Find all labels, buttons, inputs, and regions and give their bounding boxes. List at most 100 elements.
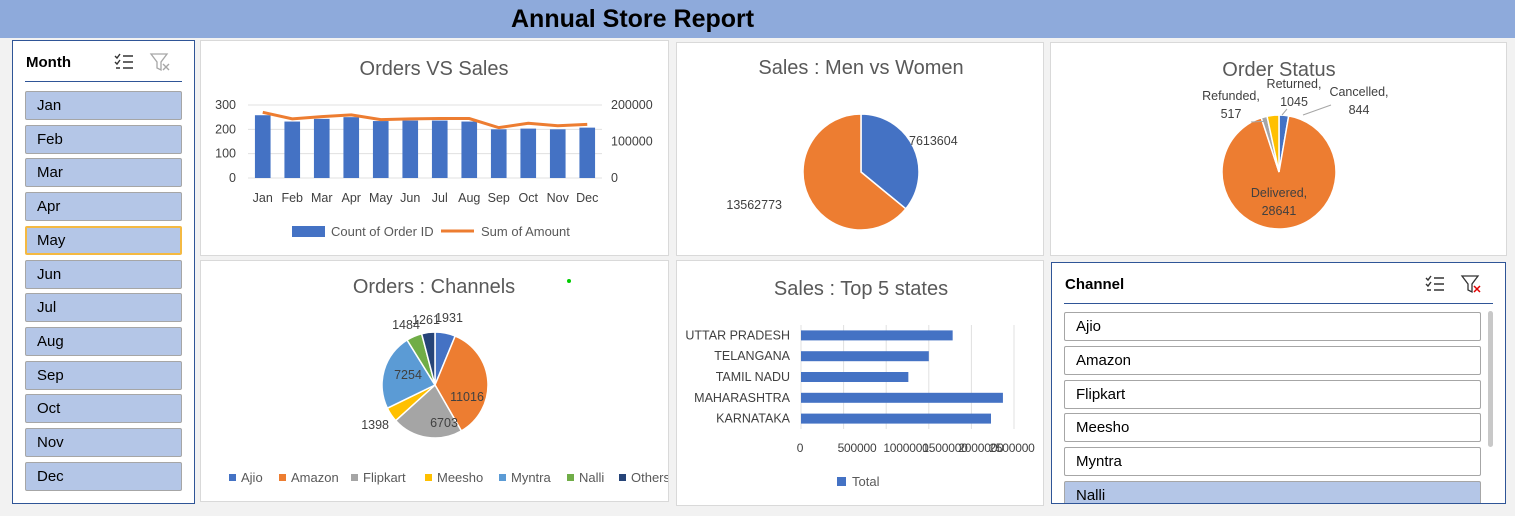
pie-slice	[802, 113, 907, 231]
bar-may	[372, 121, 389, 178]
month-item-nov[interactable]: Nov	[25, 428, 182, 457]
legend-swatch	[837, 477, 846, 486]
order-status-chart: Order Status Cancelled, 844 Delivered, 28641…	[1202, 59, 1389, 230]
channel-item-ajio[interactable]: Ajio	[1064, 312, 1481, 341]
channel-slicer-scrollbar[interactable]	[1488, 311, 1493, 447]
multi-select-icon[interactable]	[113, 51, 135, 73]
channel-slicer-divider	[1064, 303, 1493, 304]
bar-apr	[343, 117, 360, 178]
x-tick-label: Jul	[432, 191, 448, 205]
month-item-apr[interactable]: Apr	[25, 192, 182, 222]
orders-vs-sales-chart: Orders VS Sales 0 100 200 300 0 100000 200000 Ja…	[215, 58, 653, 239]
sum-of-amount-line	[262, 110, 588, 130]
month-item-jul[interactable]: Jul	[25, 293, 182, 323]
bar-maharashtra	[801, 392, 1003, 403]
month-item-sep[interactable]: Sep	[25, 360, 182, 390]
channel-slicer: Channel Ajio Amazon Flipkart Meesho Myntra Na…	[1051, 262, 1506, 504]
x-tick-label: Dec	[576, 191, 598, 205]
data-label: 13562773	[726, 198, 782, 212]
legend-label: Total	[852, 474, 880, 489]
data-label: 1398	[361, 418, 389, 432]
orders-vs-sales-panel: Orders VS Sales 0 100 200 300 0 100000 200000 Ja…	[200, 40, 669, 256]
data-label: 6703	[430, 416, 458, 430]
chart-title: Order Status	[1222, 59, 1335, 81]
month-item-dec[interactable]: Dec	[25, 461, 182, 491]
y-left-tick-label: 0	[229, 171, 236, 185]
x-tick-label: Oct	[519, 191, 539, 205]
y-left-tick-label: 300	[215, 98, 236, 112]
month-item-jun[interactable]: Jun	[25, 259, 182, 289]
y-tick-label: TAMIL NADU	[716, 370, 790, 384]
x-tick-label: Nov	[547, 191, 570, 205]
bar-jun	[402, 120, 419, 178]
channel-item-flipkart[interactable]: Flipkart	[1064, 379, 1481, 409]
legend-swatch	[351, 474, 358, 481]
x-tick-label: Apr	[342, 191, 361, 205]
bar-feb	[284, 121, 301, 178]
x-tick-label: 0	[797, 441, 804, 455]
bar-tamil-nadu	[801, 372, 909, 382]
x-tick-label: Jan	[253, 191, 273, 205]
order-status-panel: Order Status Cancelled, 844 Delivered, 28641…	[1050, 42, 1507, 256]
x-tick-label: 500000	[838, 441, 877, 455]
men-vs-women-chart: Sales : Men vs Women 7613604 13562773	[726, 57, 964, 231]
leader-line	[1281, 108, 1288, 116]
bar-karnataka	[801, 413, 991, 424]
legend-label: Others	[631, 470, 668, 485]
legend-label: Amazon	[291, 470, 339, 485]
legend-swatch	[619, 474, 626, 481]
month-item-oct[interactable]: Oct	[25, 394, 182, 424]
legend-label-orders: Count of Order ID	[331, 224, 434, 239]
channel-item-meesho[interactable]: Meesho	[1064, 413, 1481, 443]
selection-dot	[567, 279, 571, 283]
channel-slicer-title: Channel	[1065, 276, 1125, 293]
month-item-may[interactable]: May	[25, 225, 182, 255]
x-tick-label: 1000000	[883, 441, 929, 455]
chart-title: Orders : Channels	[353, 276, 515, 298]
legend-swatch	[229, 474, 236, 481]
channel-item-nalli[interactable]: Nalli	[1064, 481, 1481, 503]
bar-telangana	[801, 351, 929, 362]
channel-item-amazon[interactable]: Amazon	[1064, 345, 1481, 375]
month-item-jan[interactable]: Jan	[25, 91, 182, 120]
month-item-aug[interactable]: Aug	[25, 326, 182, 356]
top5-states-chart: Sales : Top 5 states 0 500000 1000000150000…	[685, 278, 1035, 489]
legend-label: Nalli	[579, 470, 604, 485]
multi-select-icon[interactable]	[1424, 273, 1446, 295]
x-tick-label: Aug	[458, 191, 480, 205]
chart-title: Orders VS Sales	[360, 58, 509, 80]
y-right-tick-label: 200000	[611, 98, 653, 112]
y-tick-label: MAHARASHTRA	[694, 391, 791, 405]
month-item-feb[interactable]: Feb	[25, 124, 182, 154]
clear-filter-icon[interactable]	[1460, 273, 1482, 295]
x-tick-label: 1500000	[922, 441, 968, 455]
legend-label: Flipkart	[363, 470, 406, 485]
pie-slice-myntra	[381, 338, 437, 410]
month-slicer-title: Month	[26, 54, 71, 71]
month-slicer-divider	[25, 81, 182, 82]
data-label: 7613604	[909, 134, 958, 148]
data-label-value: 517	[1221, 107, 1242, 121]
legend-swatch-orders	[292, 226, 325, 237]
pie-slice-flipkart	[394, 383, 463, 439]
legend-swatch	[279, 474, 286, 481]
data-label: 11016	[450, 390, 484, 404]
month-item-mar[interactable]: Mar	[25, 158, 182, 188]
data-label: 7254	[394, 368, 422, 382]
bar-mar	[313, 118, 330, 178]
legend-label: Myntra	[511, 470, 552, 485]
bar-oct	[520, 128, 537, 178]
x-tick-label: Feb	[281, 191, 303, 205]
men-vs-women-panel: Sales : Men vs Women 7613604 13562773	[676, 42, 1044, 256]
x-tick-label: Sep	[488, 191, 510, 205]
channel-item-myntra[interactable]: Myntra	[1064, 447, 1481, 477]
legend-swatch	[499, 474, 506, 481]
orders-channels-chart: Orders : Channels 1931 11016 6703 1398 7254 14…	[229, 276, 671, 485]
clear-filter-icon[interactable]	[149, 51, 171, 73]
legend-label: Ajio	[241, 470, 263, 485]
y-tick-label: UTTAR PRADESH	[685, 328, 790, 342]
pie-slice	[1221, 114, 1337, 230]
bar-aug	[461, 121, 478, 178]
legend-label-amount: Sum of Amount	[481, 224, 570, 239]
title-bar: Annual Store Report	[0, 0, 1515, 38]
